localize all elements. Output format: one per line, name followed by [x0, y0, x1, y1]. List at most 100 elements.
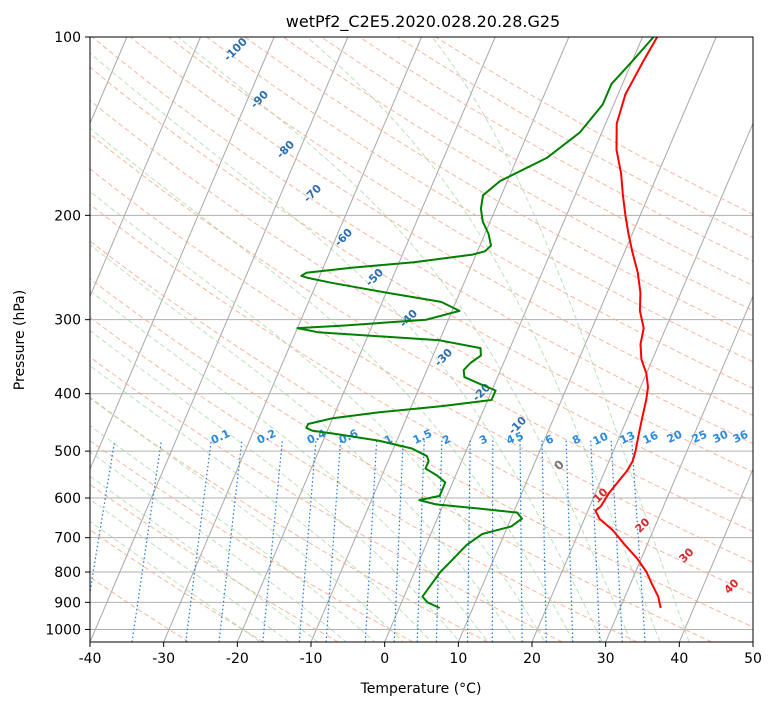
dry-adiabat-line [90, 99, 753, 502]
mixing-ratio-line [631, 440, 646, 642]
dry-adiabat-line [168, 37, 753, 389]
dry-adiabat-line [90, 440, 414, 642]
mixing-ratio-label: 30 [711, 428, 731, 446]
moist-adiabat-line [90, 190, 538, 630]
moist-adiabat-line [478, 629, 489, 642]
x-tick-label: -40 [79, 651, 102, 667]
moist-adiabat-line [90, 127, 568, 630]
moist-adiabat-line [90, 365, 420, 630]
profile-lines [296, 37, 662, 609]
moist-adiabat-line [625, 629, 632, 642]
moist-adiabat-line [271, 628, 290, 642]
moist-adiabat-line [360, 629, 376, 642]
isotherm-line [236, 37, 496, 642]
temperature-profile [594, 37, 662, 609]
x-axis: -40 -30 -20 -10 0 10 20 30 40 50 [79, 642, 762, 667]
mixing-ratio-line [325, 440, 342, 642]
y-tick-label: 800 [54, 565, 81, 581]
y-tick-label: 300 [54, 313, 81, 329]
moist-adiabat-line [448, 629, 461, 642]
mixing-ratio-line [565, 440, 574, 642]
moist-adiabat-line [242, 628, 261, 642]
x-tick-label: 20 [523, 651, 541, 667]
isotherm-line [90, 37, 201, 298]
dry-adiabat-line [90, 240, 753, 628]
mixing-ratio-line [519, 440, 523, 642]
moist-adiabat-line [90, 424, 361, 630]
chart-title: wetPf2_C2E5.2020.028.20.28.G25 [286, 12, 560, 32]
mixing-ratio-line [491, 440, 494, 642]
mixing-ratio-line [610, 440, 623, 642]
y-tick-label: 400 [54, 387, 81, 403]
moist-adiabat-line [306, 37, 656, 630]
isotherm-line [90, 37, 275, 471]
x-tick-label: 40 [670, 651, 688, 667]
isotherm-line [457, 37, 717, 642]
x-tick-label: 50 [744, 651, 762, 667]
mixing-ratio-label: 13 [618, 429, 637, 447]
y-tick-label: 200 [54, 208, 81, 224]
mixing-ratio-line [541, 440, 547, 642]
dry-adiabat-line [282, 37, 753, 312]
moist-adiabat-line [507, 629, 517, 642]
y-tick-label: 500 [54, 444, 81, 460]
moist-adiabat-line [595, 629, 603, 642]
moist-adiabat-line [90, 329, 450, 630]
moist-adiabat-line [177, 37, 627, 630]
mixing-ratio-line [590, 440, 601, 642]
dry-adiabat-line [206, 37, 753, 363]
x-tick-label: -30 [152, 651, 175, 667]
moist-adiabat-line [90, 52, 597, 630]
dry-adiabat-line [90, 278, 712, 642]
moist-adiabat-line [90, 451, 332, 630]
isotherm-line [90, 37, 349, 642]
moist-adiabat-line [90, 244, 509, 630]
y-tick-label: 900 [54, 595, 81, 611]
x-tick-label: -20 [226, 651, 249, 667]
y-axis: 100 200 300 400 500 600 700 800 900 1000 [45, 30, 90, 638]
mixing-ratio-line [262, 440, 283, 642]
y-axis-label: Pressure (hPa) [12, 290, 28, 390]
x-tick-label: 10 [449, 651, 467, 667]
moist-adiabat-line [90, 520, 243, 630]
x-tick-label: -10 [300, 651, 323, 667]
mixing-ratio-line [185, 440, 212, 642]
y-tick-label: 1000 [45, 622, 81, 638]
mixing-ratio-label: 16 [641, 429, 661, 447]
mixing-ratio-label: 25 [690, 428, 709, 446]
dry-adiabat-line [90, 483, 339, 642]
mixing-ratio-label: 36 [731, 428, 751, 446]
mixing-ratio-line [218, 440, 243, 642]
moist-adiabat-line [389, 629, 404, 642]
dry-adiabat-line [244, 37, 753, 337]
mixing-ratio-label: 20 [665, 428, 685, 446]
moist-adiabat-line [330, 629, 347, 642]
dry-adiabat-line [90, 529, 264, 642]
mixing-ratio-line [393, 440, 404, 642]
dry-adiabat-line [90, 66, 753, 473]
mixing-ratio-line [364, 440, 378, 642]
y-tick-label: 700 [54, 531, 81, 547]
dry-adiabat-line [90, 133, 753, 533]
mixing-ratio-label: 10 [591, 430, 611, 448]
x-tick-label: 30 [597, 651, 615, 667]
moist-adiabat-line [419, 629, 432, 642]
isotherm-line [752, 640, 753, 642]
mixing-ratio-line [416, 440, 425, 642]
moist-adiabat-line [536, 629, 546, 642]
y-tick-label: 600 [54, 491, 81, 507]
moist-adiabat-line [654, 629, 661, 642]
x-tick-label: 0 [380, 651, 389, 667]
background-lines [90, 37, 753, 642]
moist-adiabat-line [684, 629, 690, 642]
dry-adiabat-line [90, 168, 753, 563]
isotherm-line [531, 122, 753, 642]
dry-adiabat-line [90, 203, 753, 595]
isotherm-line [163, 37, 422, 642]
dry-adiabat-line [90, 356, 563, 642]
moist-adiabat-line [301, 629, 319, 642]
plot-frame [89, 36, 754, 643]
x-axis-label: Temperature (°C) [360, 681, 482, 697]
moist-adiabat-line [431, 37, 686, 630]
